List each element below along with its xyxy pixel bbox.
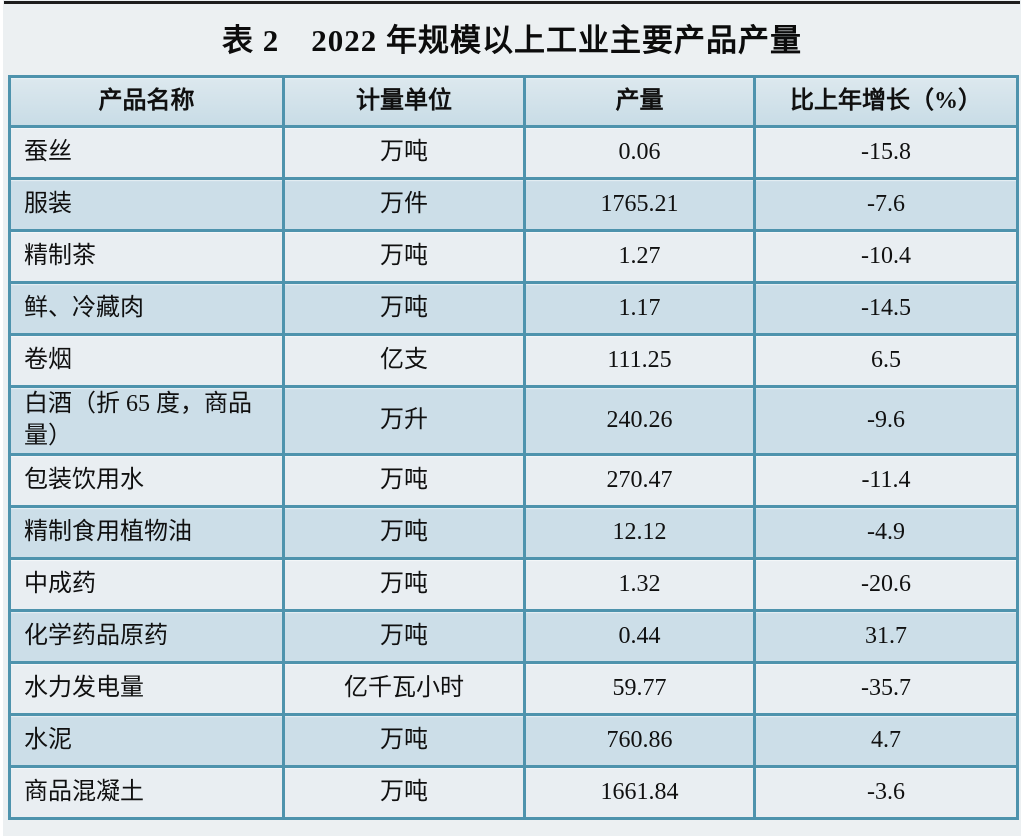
cell-product-name: 蚕丝 bbox=[8, 125, 285, 180]
cell-growth: -4.9 bbox=[753, 504, 1019, 560]
cell-growth: -20.6 bbox=[753, 556, 1019, 612]
table-row: 包装饮用水 万吨 270.47 -11.4 bbox=[8, 452, 1019, 508]
cell-output: 12.12 bbox=[523, 504, 756, 560]
cell-unit: 亿千瓦小时 bbox=[282, 660, 526, 716]
cell-output: 1.17 bbox=[523, 281, 756, 336]
cell-output: 1765.21 bbox=[523, 177, 756, 232]
cell-product-name: 水力发电量 bbox=[8, 660, 285, 716]
cell-unit: 亿支 bbox=[282, 333, 526, 388]
cell-output: 760.86 bbox=[523, 712, 756, 768]
cell-unit: 万吨 bbox=[282, 764, 526, 820]
cell-product-name: 水泥 bbox=[8, 712, 285, 768]
cell-product-name: 化学药品原药 bbox=[8, 608, 285, 664]
cell-unit: 万吨 bbox=[282, 281, 526, 336]
cell-growth: 6.5 bbox=[753, 333, 1019, 388]
cell-output: 111.25 bbox=[523, 333, 756, 388]
cell-growth: -9.6 bbox=[753, 385, 1019, 456]
table-row: 水泥 万吨 760.86 4.7 bbox=[8, 712, 1019, 768]
cell-growth: -35.7 bbox=[753, 660, 1019, 716]
cell-product-name: 精制茶 bbox=[8, 229, 285, 284]
cell-unit: 万吨 bbox=[282, 229, 526, 284]
column-header-growth: 比上年增长（%） bbox=[753, 75, 1019, 128]
cell-product-name: 服装 bbox=[8, 177, 285, 232]
cell-unit: 万吨 bbox=[282, 504, 526, 560]
table-row: 精制食用植物油 万吨 12.12 -4.9 bbox=[8, 504, 1019, 560]
cell-unit: 万吨 bbox=[282, 712, 526, 768]
cell-product-name: 卷烟 bbox=[8, 333, 285, 388]
cell-output: 1.32 bbox=[523, 556, 756, 612]
page-title: 表 2 2022 年规模以上工业主要产品产量 bbox=[222, 23, 802, 58]
cell-growth: -11.4 bbox=[753, 452, 1019, 508]
cell-unit: 万升 bbox=[282, 385, 526, 456]
cell-output: 270.47 bbox=[523, 452, 756, 508]
cell-product-name: 包装饮用水 bbox=[8, 452, 285, 508]
table-header: 产品名称 计量单位 产量 比上年增长（%） bbox=[8, 75, 1019, 128]
cell-product-name: 精制食用植物油 bbox=[8, 504, 285, 560]
table-row: 化学药品原药 万吨 0.44 31.7 bbox=[8, 608, 1019, 664]
cell-unit: 万吨 bbox=[282, 556, 526, 612]
cell-product-name: 鲜、冷藏肉 bbox=[8, 281, 285, 336]
table-row: 蚕丝 万吨 0.06 -15.8 bbox=[8, 125, 1019, 180]
table-row: 卷烟 亿支 111.25 6.5 bbox=[8, 333, 1019, 388]
cell-growth: -3.6 bbox=[753, 764, 1019, 820]
cell-unit: 万吨 bbox=[282, 125, 526, 180]
cell-output: 1.27 bbox=[523, 229, 756, 284]
cell-unit: 万吨 bbox=[282, 452, 526, 508]
header-row: 产品名称 计量单位 产量 比上年增长（%） bbox=[8, 75, 1019, 128]
cell-unit: 万件 bbox=[282, 177, 526, 232]
cell-output: 0.06 bbox=[523, 125, 756, 180]
table-row: 白酒（折 65 度，商品量） 万升 240.26 -9.6 bbox=[8, 385, 1019, 456]
cell-output: 1661.84 bbox=[523, 764, 756, 820]
cell-product-name: 商品混凝土 bbox=[8, 764, 285, 820]
title-area: 表 2 2022 年规模以上工业主要产品产量 bbox=[3, 0, 1021, 75]
cell-growth: -15.8 bbox=[753, 125, 1019, 180]
column-header-unit: 计量单位 bbox=[282, 75, 526, 128]
cell-product-name: 中成药 bbox=[8, 556, 285, 612]
table-row: 精制茶 万吨 1.27 -10.4 bbox=[8, 229, 1019, 284]
top-rule-divider bbox=[4, 1, 1020, 4]
cell-output: 240.26 bbox=[523, 385, 756, 456]
cell-growth: 4.7 bbox=[753, 712, 1019, 768]
column-header-product: 产品名称 bbox=[8, 75, 285, 128]
cell-growth: 31.7 bbox=[753, 608, 1019, 664]
cell-growth: -7.6 bbox=[753, 177, 1019, 232]
table-row: 鲜、冷藏肉 万吨 1.17 -14.5 bbox=[8, 281, 1019, 336]
cell-product-name: 白酒（折 65 度，商品量） bbox=[8, 385, 285, 456]
cell-growth: -10.4 bbox=[753, 229, 1019, 284]
cell-unit: 万吨 bbox=[282, 608, 526, 664]
cell-output: 0.44 bbox=[523, 608, 756, 664]
document-page: 表 2 2022 年规模以上工业主要产品产量 产品名称 计量单位 产量 比上年增… bbox=[3, 0, 1021, 836]
column-header-output: 产量 bbox=[523, 75, 756, 128]
table-body: 蚕丝 万吨 0.06 -15.8 服装 万件 1765.21 -7.6 精制茶 万吨 1.27 -10… bbox=[8, 125, 1019, 820]
table-row: 商品混凝土 万吨 1661.84 -3.6 bbox=[8, 764, 1019, 820]
table-row: 水力发电量 亿千瓦小时 59.77 -35.7 bbox=[8, 660, 1019, 716]
table-row: 中成药 万吨 1.32 -20.6 bbox=[8, 556, 1019, 612]
products-table: 产品名称 计量单位 产量 比上年增长（%） 蚕丝 万吨 0.06 -15.8 服装 万件 1… bbox=[8, 75, 1019, 820]
cell-growth: -14.5 bbox=[753, 281, 1019, 336]
table-row: 服装 万件 1765.21 -7.6 bbox=[8, 177, 1019, 232]
cell-output: 59.77 bbox=[523, 660, 756, 716]
